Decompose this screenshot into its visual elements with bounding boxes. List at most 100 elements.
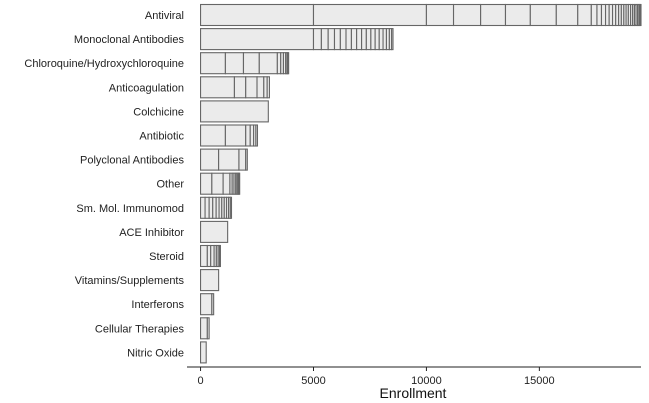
category-label: ACE Inhibitor bbox=[119, 227, 184, 239]
bar-segment bbox=[255, 124, 259, 147]
bar-segment bbox=[238, 172, 241, 195]
bar-segment bbox=[596, 3, 603, 27]
bar-segment bbox=[350, 28, 358, 51]
bar-segment bbox=[245, 76, 258, 99]
bar-segment bbox=[374, 28, 380, 51]
category-label: Steroid bbox=[149, 251, 184, 263]
bar-segment bbox=[480, 3, 507, 27]
bar-segment bbox=[256, 76, 265, 99]
bar-other bbox=[200, 172, 241, 195]
bar-segment bbox=[452, 3, 482, 27]
bar-segment bbox=[425, 3, 455, 27]
x-axis-title: Enrollment bbox=[380, 385, 447, 401]
category-label: Polyclonal Antibodies bbox=[80, 155, 184, 167]
bar-segment bbox=[200, 148, 220, 171]
bar-segment bbox=[222, 172, 231, 195]
bar-segment bbox=[238, 148, 247, 171]
bar-segment bbox=[245, 124, 251, 147]
bar-segment bbox=[224, 52, 245, 75]
bar-segment bbox=[378, 28, 384, 51]
bar-segment bbox=[245, 148, 248, 171]
bar-segment bbox=[218, 148, 240, 171]
bar-antiviral bbox=[200, 3, 642, 27]
bar-segment bbox=[258, 52, 278, 75]
category-label: Vitamins/Supplements bbox=[75, 275, 185, 287]
bar-segment bbox=[577, 3, 592, 27]
bar-segment bbox=[200, 341, 207, 364]
category-label: Cellular Therapies bbox=[95, 323, 185, 335]
bar-segment bbox=[200, 100, 269, 123]
bar-segment bbox=[590, 3, 598, 27]
x-tick-label: 10000 bbox=[411, 375, 442, 387]
category-label: Antibiotic bbox=[139, 131, 184, 143]
category-label: Chloroquine/Hydroxychloroquine bbox=[24, 58, 184, 70]
bar-segment bbox=[365, 28, 372, 51]
bar-segment bbox=[204, 196, 210, 219]
bar-segment bbox=[200, 220, 229, 243]
bar-segment bbox=[555, 3, 579, 27]
bar-segment bbox=[211, 172, 224, 195]
bar-polyclonal-antibodies bbox=[200, 148, 248, 171]
bar-anticoagulation bbox=[200, 76, 270, 99]
bar-cellular-therapies bbox=[200, 317, 210, 340]
bar-vitamins-supplements bbox=[200, 269, 220, 292]
bar-chloroquine-hydroxychloroquine bbox=[200, 52, 290, 75]
bar-segment bbox=[529, 3, 557, 27]
bar-segment bbox=[333, 28, 341, 51]
category-label: Interferons bbox=[131, 299, 184, 311]
x-tick-label: 0 bbox=[197, 375, 203, 387]
bar-segment bbox=[229, 196, 233, 219]
bars-layer bbox=[200, 3, 642, 364]
x-tick-label: 15000 bbox=[524, 375, 555, 387]
bar-segment bbox=[266, 76, 270, 99]
bar-segment bbox=[200, 172, 213, 195]
bar-steroid bbox=[200, 244, 221, 268]
bar-segment bbox=[224, 124, 247, 147]
bar-segment bbox=[200, 269, 220, 292]
bar-segment bbox=[218, 244, 221, 268]
bar-interferons bbox=[200, 293, 215, 316]
bar-segment bbox=[504, 3, 531, 27]
bar-segment bbox=[200, 317, 208, 340]
bar-segment bbox=[200, 3, 315, 27]
bar-sm-mol-immunomod bbox=[200, 196, 233, 219]
category-label: Other bbox=[156, 179, 184, 191]
bar-segment bbox=[312, 28, 322, 51]
bar-segment bbox=[200, 52, 226, 75]
bar-segment bbox=[211, 293, 215, 316]
category-labels: Antiviral Monoclonal Antibodies Chloroquin… bbox=[24, 10, 184, 359]
category-label: Anticoagulation bbox=[109, 82, 184, 94]
bar-segment bbox=[361, 28, 367, 51]
bar-segment bbox=[312, 3, 427, 27]
category-label: Sm. Mol. Immunomod bbox=[76, 203, 184, 215]
category-label: Antiviral bbox=[145, 10, 184, 22]
bar-segment bbox=[327, 28, 336, 51]
x-axis-ticks: 0 5000 10000 15000 bbox=[197, 367, 555, 387]
bar-monoclonal-antibodies bbox=[200, 28, 394, 51]
bar-segment bbox=[370, 28, 376, 51]
bar-segment bbox=[200, 244, 208, 268]
category-label: Monoclonal Antibodies bbox=[74, 34, 185, 46]
bar-segment bbox=[356, 28, 363, 51]
x-tick-label: 5000 bbox=[301, 375, 325, 387]
bar-segment bbox=[345, 28, 352, 51]
bar-segment bbox=[287, 52, 290, 75]
bar-segment bbox=[200, 196, 206, 219]
bar-segment bbox=[206, 317, 210, 340]
bar-segment bbox=[639, 3, 642, 27]
bar-colchicine bbox=[200, 100, 269, 123]
bar-ace-inhibitor bbox=[200, 220, 229, 243]
category-label: Colchicine bbox=[133, 106, 184, 118]
bar-segment bbox=[200, 76, 235, 99]
bar-segment bbox=[600, 3, 607, 27]
bar-segment bbox=[200, 28, 315, 51]
bar-segment bbox=[233, 76, 247, 99]
bar-segment bbox=[339, 28, 347, 51]
bar-antibiotic bbox=[200, 124, 259, 147]
bar-segment bbox=[200, 293, 213, 316]
bar-segment bbox=[242, 52, 260, 75]
category-label: Nitric Oxide bbox=[127, 347, 184, 359]
bar-nitric-oxide bbox=[200, 341, 207, 364]
